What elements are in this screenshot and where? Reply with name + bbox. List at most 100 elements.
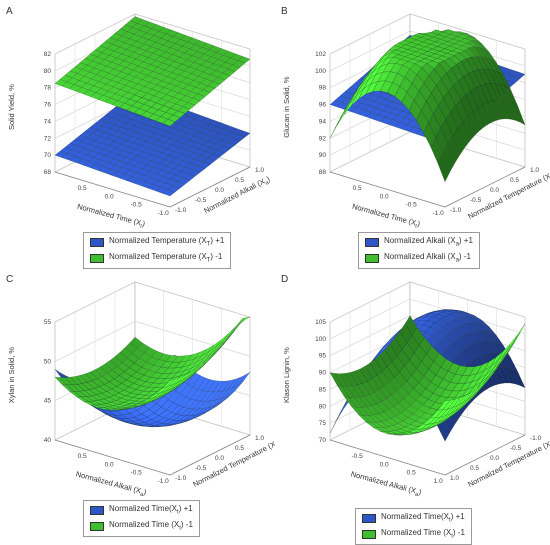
y-axis-label-c: Xylan in Solid, % — [7, 347, 16, 404]
panel-d: D 70 75 80 85 90 95 100 105 -0.5 0.0 0.5 1.0 -1.0 -0.5… — [275, 268, 550, 545]
x-tick-a: -1.0 — [158, 210, 170, 217]
y-axis-label-a: Solid Yield, % — [7, 84, 16, 130]
x-tick-a: 0.5 — [78, 185, 87, 192]
legend-a-text-1: Normalized Temperature (XT) +1 — [109, 236, 225, 248]
y-tick-a: 76 — [44, 102, 52, 109]
z-tick-a: -1.0 — [175, 207, 187, 214]
legend-a-swatch-2 — [90, 253, 104, 263]
y-tick-d: 70 — [319, 437, 327, 444]
legend-c-text-2: Normalized Time (Xt) -1 — [109, 519, 193, 532]
y-tick-b: 92 — [319, 135, 327, 142]
legend-b-item-2: Normalized Alkali (Xa) -1 — [365, 251, 473, 267]
legend-a-text-2: Normalized Temperature (XT) -1 — [109, 251, 223, 264]
chart-b-svg: B 88 90 92 94 96 98 100 102 0.5 0.0 -0.5 -1.0 1.0 0.5 0… — [281, 6, 550, 231]
legend-d-text-1: Normalized Time(Xt) +1 — [381, 512, 465, 524]
z-tick-d: -1.0 — [530, 435, 542, 442]
z-axis-line-c — [169, 434, 251, 476]
y-tick-a: 72 — [44, 135, 52, 142]
z-tick-c: -1.0 — [175, 475, 187, 482]
y-tick-d: 85 — [319, 386, 327, 393]
z-axis-line-b — [444, 166, 526, 208]
gridline-y-d — [329, 281, 526, 323]
z-tick-c: 1.0 — [255, 435, 264, 442]
legend-d-swatch-1 — [362, 514, 376, 524]
panel-c-letter: C — [6, 274, 13, 285]
z-tick-b: 1.0 — [530, 167, 539, 174]
y-axis-label-d: Klason Lignin, % — [282, 347, 291, 403]
y-tick-b: 98 — [319, 85, 327, 92]
y-tick-a: 74 — [44, 118, 52, 125]
legend-c: Normalized Time(Xt) +1 Normalized Time (… — [83, 500, 200, 538]
y-tick-a: 70 — [44, 152, 52, 159]
surface-cell — [162, 378, 176, 389]
y-tick-c: 40 — [44, 437, 52, 444]
legend-a: Normalized Temperature (XT) +1 Normalize… — [83, 232, 232, 270]
panel-a: A 68 70 72 74 76 78 80 82 0.5 0.0 -0.5 -1.0 1.0 0.5 0.0… — [0, 0, 275, 270]
x-tick-c: -1.0 — [158, 478, 170, 485]
x-tick-c: 0.0 — [105, 462, 114, 469]
y-tick-c: 45 — [44, 398, 52, 405]
chart-c-svg: C 40 45 50 55 0.5 0.0 -0.5 -1.0 1.0 0.5 0.0 -0.5 -1.0… — [6, 274, 275, 499]
legend-b-swatch-1 — [365, 238, 379, 248]
y-tick-c: 50 — [44, 358, 52, 365]
z-axis-line-a — [169, 166, 251, 208]
z-tick-a: -0.5 — [195, 197, 207, 204]
y-tick-b: 88 — [319, 169, 327, 176]
legend-b-text-1: Normalized Alkali (Xa) +1 — [384, 236, 473, 248]
z-tick-a: 0.5 — [235, 177, 244, 184]
z-tick-d: 0.5 — [470, 465, 479, 472]
chart-a-svg: A 68 70 72 74 76 78 80 82 0.5 0.0 -0.5 -1.0 1.0 0.5 0.0… — [6, 6, 273, 231]
legend-d: Normalized Time(Xt) +1 Normalized Time (… — [355, 508, 472, 545]
y-tick-a: 78 — [44, 85, 52, 92]
y-tick-b: 94 — [319, 118, 327, 125]
y-tick-c: 55 — [44, 319, 52, 326]
legend-b-item-1: Normalized Alkali (Xa) +1 — [365, 235, 473, 251]
y-tick-a: 80 — [44, 68, 52, 75]
x-tick-c: -0.5 — [131, 470, 143, 477]
y-tick-b: 90 — [319, 152, 327, 159]
gridline-y-a — [54, 13, 251, 55]
x-tick-b: 0.0 — [380, 194, 389, 201]
x-axis-line-c — [54, 439, 171, 476]
y-tick-d: 100 — [315, 336, 326, 343]
legend-a-swatch-1 — [90, 238, 104, 248]
legend-c-swatch-2 — [90, 521, 104, 531]
y-tick-a: 68 — [44, 169, 52, 176]
x-tick-d: 1.0 — [434, 478, 443, 485]
x-tick-b: -1.0 — [433, 210, 445, 217]
y-tick-d: 90 — [319, 370, 327, 377]
y-tick-d: 105 — [315, 319, 326, 326]
surface-a-2 — [54, 16, 251, 127]
x-tick-a: -0.5 — [131, 202, 143, 209]
x-tick-d: 0.0 — [380, 462, 389, 469]
surface-cell — [437, 400, 451, 411]
z-tick-d: 0.0 — [490, 455, 499, 462]
y-tick-b: 102 — [315, 51, 326, 58]
panel-c: C 40 45 50 55 0.5 0.0 -0.5 -1.0 1.0 0.5 0.0 -0.5 -1.0… — [0, 268, 275, 538]
legend-d-item-2: Normalized Time (Xt) -1 — [362, 527, 465, 543]
legend-d-swatch-2 — [362, 529, 376, 539]
gridline-y-c — [54, 281, 251, 323]
z-tick-b: -0.5 — [470, 197, 482, 204]
y-tick-a: 82 — [44, 51, 52, 58]
x-tick-b: 0.5 — [353, 185, 362, 192]
surface-cell — [162, 119, 176, 127]
legend-c-item-2: Normalized Time (Xt) -1 — [90, 519, 193, 535]
legend-c-swatch-1 — [90, 506, 104, 516]
surface-cell — [162, 189, 176, 197]
z-tick-b: 0.0 — [490, 187, 499, 194]
x-axis-line-b — [329, 171, 446, 208]
y-tick-d: 75 — [319, 420, 327, 427]
legend-c-item-1: Normalized Time(Xt) +1 — [90, 503, 193, 519]
legend-d-item-1: Normalized Time(Xt) +1 — [362, 511, 465, 527]
gridline-y-b — [329, 131, 526, 173]
z-tick-c: -0.5 — [195, 465, 207, 472]
x-axis-line-a — [54, 171, 171, 208]
z-tick-b: 0.5 — [510, 177, 519, 184]
panel-b: B 88 90 92 94 96 98 100 102 0.5 0.0 -0.5 -1.0 1.0 0.5 0… — [275, 0, 550, 270]
x-tick-d: 0.5 — [407, 470, 416, 477]
panel-a-letter: A — [6, 6, 13, 17]
surface-c-2 — [54, 316, 251, 411]
legend-b: Normalized Alkali (Xa) +1 Normalized Alk… — [358, 232, 480, 270]
legend-b-text-2: Normalized Alkali (Xa) -1 — [384, 251, 471, 264]
